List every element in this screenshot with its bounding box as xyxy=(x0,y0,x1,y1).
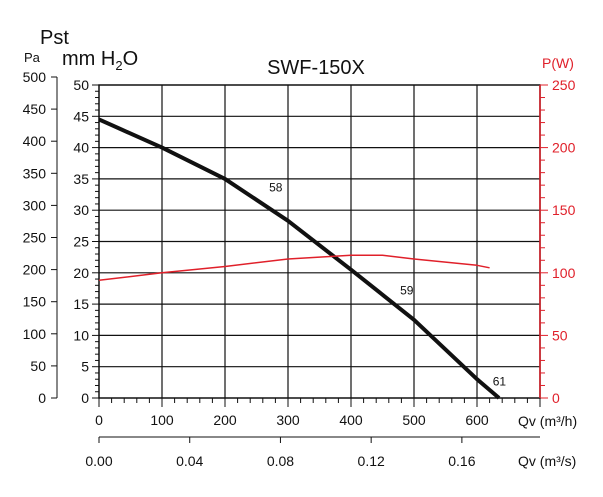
pa-tick-label: 50 xyxy=(30,358,46,374)
mm-tick-label: 40 xyxy=(73,140,89,156)
y-label-mm: mm H2O xyxy=(62,48,138,73)
mm-tick-label: 15 xyxy=(73,296,89,312)
x-tick-label: 500 xyxy=(402,412,426,428)
mm-tick-label: 30 xyxy=(73,202,89,218)
pa-tick-label: 250 xyxy=(23,230,47,246)
x2-label: Qv (m³/s) xyxy=(518,453,576,469)
w-tick-label: 100 xyxy=(552,265,576,281)
pa-tick-label: 150 xyxy=(23,294,47,310)
curve-annotation: 58 xyxy=(269,180,283,194)
curve-annotation: 61 xyxy=(493,374,507,388)
x-tick-label: 0 xyxy=(95,412,103,428)
mm-tick-label: 20 xyxy=(73,265,89,281)
pa-tick-label: 200 xyxy=(23,262,47,278)
x-tick-label: 600 xyxy=(465,412,489,428)
w-tick-label: 150 xyxy=(552,202,576,218)
pa-tick-label: 0 xyxy=(38,390,46,406)
pa-tick-label: 500 xyxy=(23,69,47,85)
w-tick-label: 200 xyxy=(552,140,576,156)
power-curve xyxy=(98,254,490,282)
pa-tick-label: 100 xyxy=(23,326,47,342)
pa-tick-label: 400 xyxy=(23,133,47,149)
y-label-pst: Pst xyxy=(40,27,69,49)
pa-tick-label: 450 xyxy=(23,101,47,117)
x2-tick-label: 0.00 xyxy=(85,453,112,469)
x-tick-label: 200 xyxy=(213,412,237,428)
mm-tick-label: 35 xyxy=(73,171,89,187)
x-tick-label: 400 xyxy=(339,412,363,428)
mm-tick-label: 45 xyxy=(73,108,89,124)
pressure-curve xyxy=(98,117,501,400)
x-tick-label: 100 xyxy=(150,412,174,428)
w-tick-label: 50 xyxy=(552,327,568,343)
x2-tick-label: 0.08 xyxy=(267,453,294,469)
mm-tick-label: 5 xyxy=(81,359,89,375)
w-tick-label: 250 xyxy=(552,77,576,93)
pa-tick-label: 300 xyxy=(23,197,47,213)
w-tick-label: 0 xyxy=(552,390,560,406)
x-tick-label: 300 xyxy=(276,412,300,428)
mm-tick-label: 50 xyxy=(73,77,89,93)
curve-annotation: 59 xyxy=(400,284,414,298)
pa-tick-label: 350 xyxy=(23,165,47,181)
mm-tick-label: 0 xyxy=(81,390,89,406)
mm-tick-label: 10 xyxy=(73,327,89,343)
mm-tick-label: 25 xyxy=(73,234,89,250)
x2-tick-label: 0.16 xyxy=(448,453,475,469)
x-label: Qv (m³/h) xyxy=(518,413,577,429)
y-label-right: P(W) xyxy=(542,55,574,71)
x2-tick-label: 0.12 xyxy=(358,453,385,469)
y-label-pa: Pa xyxy=(24,50,41,65)
x2-tick-label: 0.04 xyxy=(176,453,203,469)
chart-title: SWF-150X xyxy=(267,57,365,79)
